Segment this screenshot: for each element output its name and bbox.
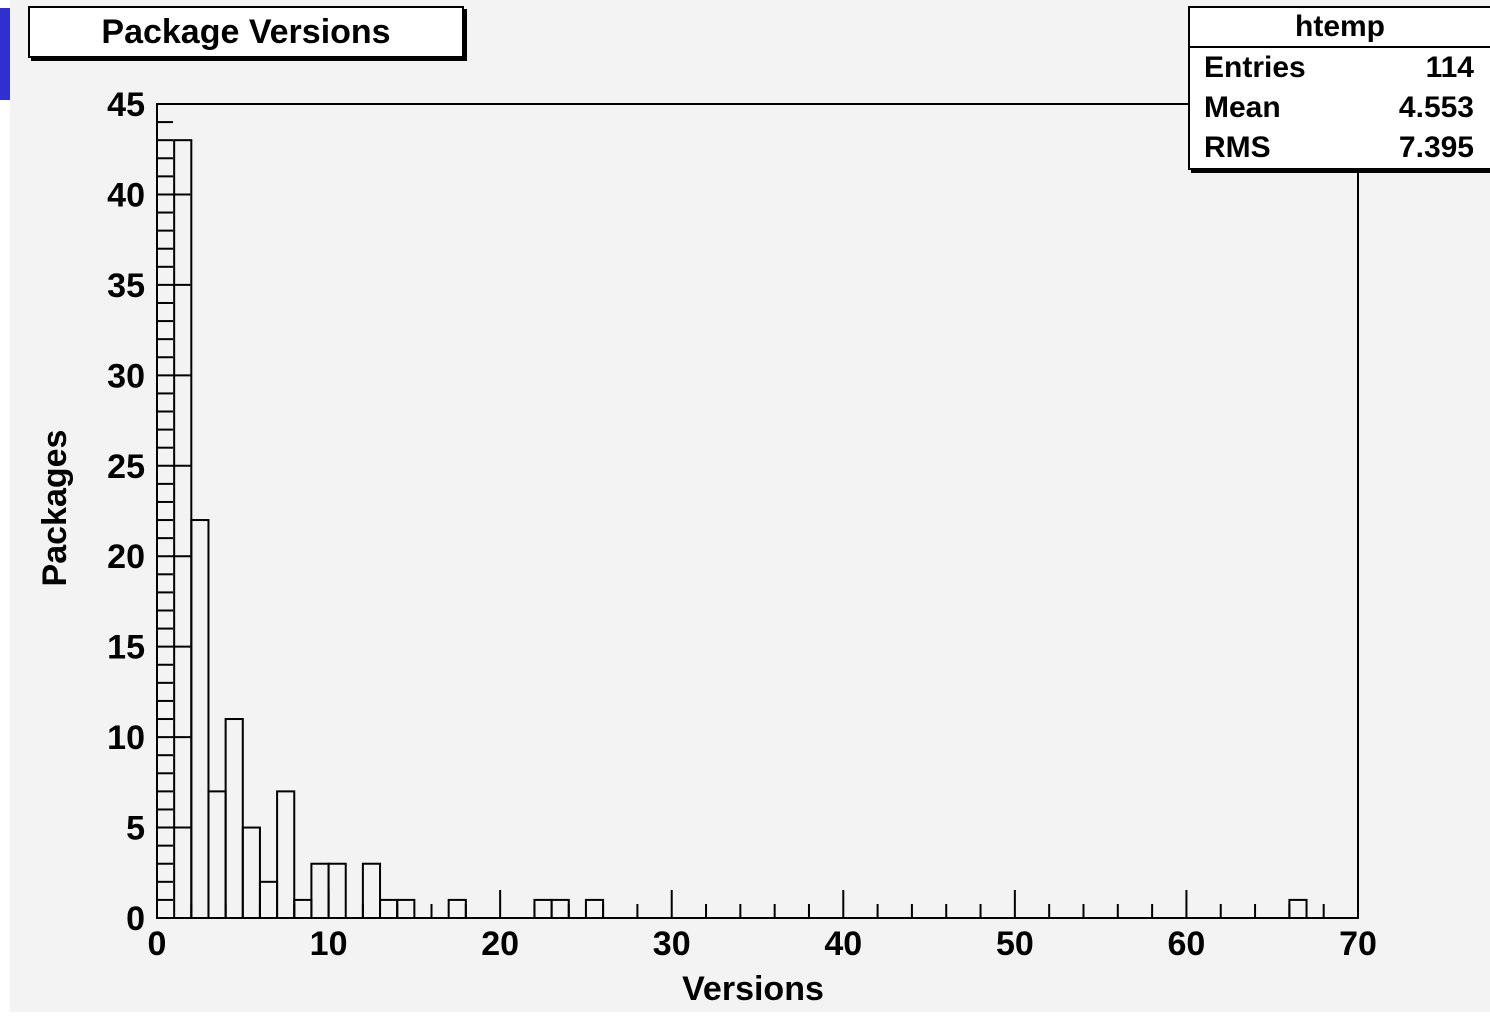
y-tick-label: 20: [107, 538, 145, 576]
histogram-bar: [379, 898, 399, 920]
histogram-bar: [1288, 898, 1308, 920]
histogram-bar: [190, 519, 210, 919]
x-tick-label: 40: [824, 925, 862, 963]
chart-title-box: Package Versions: [28, 6, 464, 58]
y-tick-label: 25: [107, 448, 145, 486]
y-tick-label: 10: [107, 719, 145, 757]
stats-row-rms: RMS 7.395: [1190, 128, 1490, 168]
histogram-bar: [550, 898, 570, 920]
x-tick-label: 0: [148, 925, 167, 963]
y-axis-label: Packages: [36, 430, 74, 587]
histogram-bar: [533, 898, 553, 920]
histogram-bar: [241, 826, 261, 919]
histogram-bar: [293, 898, 313, 920]
y-tick-label: 45: [107, 86, 145, 124]
histogram-bar: [396, 898, 416, 920]
histogram-bar: [173, 139, 193, 919]
plot-canvas: 0 10 20 30 40 50 60 70 0 5 10 15 20 25 30 35 40 45 Version…: [10, 0, 1490, 1012]
x-tick-label: 20: [481, 925, 519, 963]
histogram-plot: 0 10 20 30 40 50 60 70 0 5 10 15 20 25 30 35 40 45 Version…: [36, 86, 1377, 1008]
histogram-bar: [584, 898, 605, 920]
histogram-bar: [447, 898, 467, 920]
x-tick-label: 70: [1339, 925, 1377, 963]
histogram-bar: [224, 718, 244, 919]
y-tick-label: 35: [107, 267, 145, 305]
y-tick-label: 15: [107, 629, 145, 667]
y-tick-label: 0: [126, 900, 145, 938]
stats-histogram-name: htemp: [1190, 8, 1490, 48]
stats-row-entries: Entries 114: [1190, 48, 1490, 88]
histogram-bar: [361, 862, 382, 920]
x-tick-label: 30: [653, 925, 691, 963]
stats-value: 7.395: [1398, 131, 1474, 164]
y-tick-label: 40: [107, 176, 145, 214]
stats-value: 114: [1425, 51, 1474, 84]
histogram-bar: [276, 790, 296, 920]
stats-value: 4.553: [1398, 91, 1474, 124]
chart-title: Package Versions: [101, 12, 391, 51]
stats-label: RMS: [1204, 131, 1271, 164]
histogram-bar: [258, 880, 279, 919]
stats-box: htemp Entries 114 Mean 4.553 RMS 7.395: [1188, 6, 1490, 170]
histogram-bar: [207, 790, 227, 920]
y-tick-label: 5: [126, 810, 145, 848]
x-tick-label: 50: [996, 925, 1034, 963]
x-tick-label: 60: [1168, 925, 1206, 963]
y-tick-label: 30: [107, 357, 145, 395]
x-tick-label: 10: [310, 925, 348, 963]
plot-frame: [156, 103, 1359, 919]
histogram-bar: [310, 862, 330, 920]
stats-row-mean: Mean 4.553: [1190, 88, 1490, 128]
x-axis-label: Versions: [682, 970, 824, 1008]
stats-label: Entries: [1204, 51, 1306, 84]
stats-label: Mean: [1204, 91, 1281, 124]
histogram-bar: [327, 862, 347, 920]
